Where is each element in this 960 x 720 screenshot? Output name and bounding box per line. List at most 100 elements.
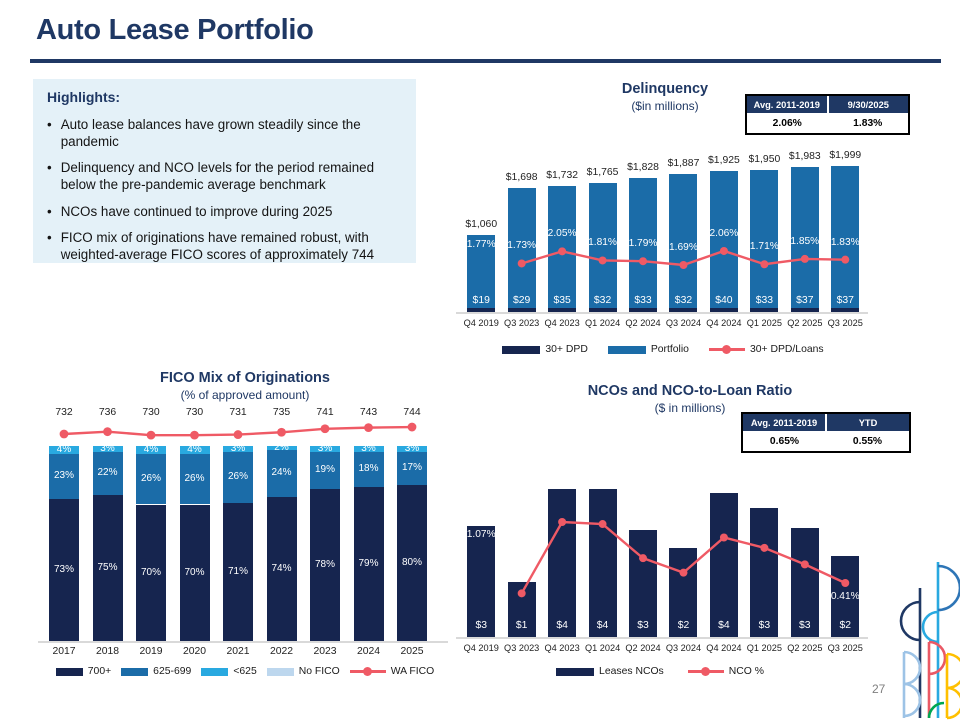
dpd-amount-label: $35 — [553, 294, 571, 306]
stat-table-value-row: 2.06% 1.83% — [747, 113, 908, 133]
stat-table-value-row: 0.65% 0.55% — [743, 431, 909, 451]
fico-segment-label: 17% — [401, 462, 422, 474]
line-dot — [800, 254, 809, 263]
fico-segment-label: 4% — [56, 443, 72, 455]
legend-swatch-leases-ncos — [556, 667, 595, 676]
fico-segment-label: 22% — [97, 467, 118, 479]
x-tick-label: Q3 2025 — [827, 318, 863, 328]
fico-segment-label: 18% — [358, 463, 379, 475]
fico-segment-625-699 — [49, 453, 79, 499]
line-dot — [841, 579, 850, 587]
line-dot — [800, 560, 809, 569]
wa-fico-value-label: 731 — [229, 407, 247, 418]
nco-bar — [790, 527, 819, 637]
dpd-ratio-label: 1.81% — [588, 237, 617, 249]
bar-value-label: $1,828 — [627, 162, 659, 174]
portfolio-bar — [831, 166, 860, 312]
fico-segment-700+ — [310, 488, 340, 641]
line-dot — [841, 255, 850, 264]
dpd-amount-label: $33 — [634, 294, 652, 306]
fico-segment-label: 3% — [404, 442, 420, 454]
legend-label-700plus: 700+ — [87, 666, 112, 677]
title-underline-rule — [30, 59, 941, 63]
fico-segment-625-699 — [266, 449, 297, 497]
fico-segment-label: 3% — [317, 442, 333, 454]
stat-header-current: 9/30/2025 — [826, 96, 909, 113]
x-tick-label: 2024 — [356, 646, 381, 657]
wa-fico-value-label: 744 — [403, 407, 421, 418]
x-tick-label: Q3 2023 — [504, 643, 540, 653]
stat-header-avg: Avg. 2011-2019 — [750, 418, 818, 428]
wa-fico-value-label: 730 — [185, 407, 204, 418]
fico-segment-700+ — [397, 485, 427, 641]
portfolio-bar — [548, 185, 577, 312]
stat-value-avg: 0.65% — [769, 436, 800, 447]
fico-x-axis — [38, 641, 448, 643]
stat-value-ytd: 0.55% — [852, 436, 883, 447]
highlights-panel: Highlights: • Auto lease balances have g… — [33, 79, 416, 263]
bar-value-label: $1,887 — [667, 158, 700, 170]
fico-segment-625-699 — [353, 451, 384, 487]
stat-table-header-row: Avg. 2011-2019 YTD — [743, 414, 909, 431]
bullet-marker: • — [47, 117, 52, 132]
bar-value-label: $1,999 — [829, 150, 862, 161]
stat-value-avg: 2.06% — [772, 118, 802, 129]
line-dot — [407, 422, 417, 432]
nco-bar — [467, 526, 496, 637]
bullet-text: Auto lease balances have grown steadily … — [60, 117, 361, 150]
dpd-amount-label: $33 — [755, 294, 774, 306]
nco-amount-label: $3 — [475, 619, 487, 631]
bar-value-label: $1,950 — [748, 153, 781, 165]
fico-segment-700+ — [92, 494, 123, 641]
delinquency-legend: 30+ DPD Portfolio 30+ DPD/Loans — [453, 344, 873, 355]
legend-line-swatch-dpd-ratio — [708, 344, 745, 354]
fico-segment-625-699 — [223, 451, 253, 503]
fico-segment-625-699 — [310, 451, 340, 489]
nco-bar — [588, 489, 617, 637]
x-tick-label: 2023 — [313, 646, 337, 657]
wa-fico-value-label: 736 — [98, 407, 117, 418]
fico-segment-label: 2% — [274, 441, 289, 453]
portfolio-bar — [790, 167, 819, 312]
dpd-ratio-label: 2.05% — [547, 228, 577, 240]
nco-bar — [709, 492, 738, 637]
nco-pct-label: 0.41% — [830, 591, 860, 602]
legend-swatch-portfolio — [607, 345, 646, 354]
fico-segment-label: 26% — [227, 471, 248, 483]
bar-value-label: $1,765 — [586, 167, 619, 179]
nco-bar — [548, 489, 577, 637]
dpd-amount-label: $40 — [715, 294, 733, 306]
line-dot — [679, 568, 688, 577]
nco-amount-label: $1 — [515, 619, 528, 631]
line-dot — [598, 256, 607, 265]
fico-segment-700+ — [223, 502, 253, 641]
x-tick-label: Q2 2024 — [625, 318, 661, 328]
x-tick-label: Q4 2019 — [463, 318, 499, 328]
fico-segment-<625 — [136, 446, 166, 454]
bar-value-label: $1,060 — [465, 218, 498, 230]
nco-amount-label: $4 — [556, 619, 568, 631]
dpd-amount-label: $32 — [674, 294, 693, 306]
bar-value-label: $1,983 — [788, 151, 821, 163]
line-dot — [233, 430, 243, 439]
nco-amount-label: $2 — [677, 619, 690, 631]
line-dot — [558, 517, 567, 526]
fico-segment-label: 24% — [271, 467, 292, 479]
x-tick-label: Q3 2024 — [665, 318, 702, 328]
stat-table-header-row: Avg. 2011-2019 9/30/2025 — [747, 96, 908, 113]
nco-chart-title: NCOs and NCO-to-Loan Ratio — [587, 383, 793, 399]
fico-segment-label: 70% — [184, 566, 205, 578]
fico-segment-700+ — [49, 498, 79, 641]
legend-label-nco-pct: NCO % — [728, 666, 764, 677]
dpd-ratio-label: 1.71% — [749, 241, 779, 253]
fico-segment-<625 — [353, 446, 384, 452]
line-dot — [277, 427, 286, 437]
line-dot — [517, 259, 526, 268]
fico-segment-label: 74% — [271, 562, 292, 574]
line-dot — [760, 260, 769, 269]
stat-value-current: 1.83% — [853, 118, 883, 129]
line-dot — [146, 430, 156, 440]
legend-label-dpd-ratio: 30+ DPD/Loans — [749, 344, 824, 355]
portfolio-bar — [588, 183, 617, 312]
fico-segment-label: 3% — [230, 442, 246, 454]
